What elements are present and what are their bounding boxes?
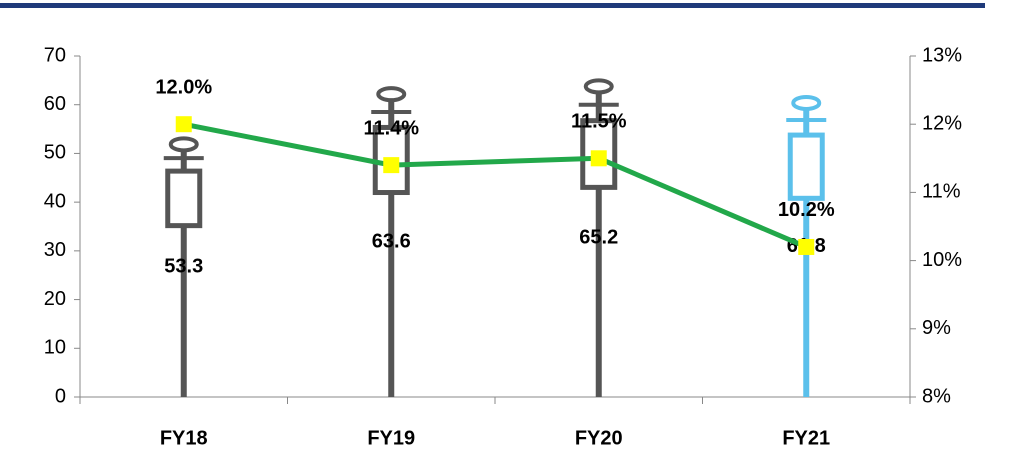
bar-stem xyxy=(388,87,395,398)
y-tick-label: 70 xyxy=(44,44,66,66)
line-value-label: 11.4% xyxy=(363,117,419,139)
line-marker xyxy=(383,157,400,174)
bar xyxy=(163,136,204,398)
bar-ring xyxy=(791,94,822,111)
bar-body xyxy=(787,132,825,201)
y-tick-label: 20 xyxy=(44,288,66,310)
bar-stem xyxy=(595,79,602,397)
bar-ring xyxy=(168,136,199,153)
line-marker xyxy=(590,150,607,167)
y-tick-label: 0 xyxy=(55,385,66,407)
header-rule xyxy=(0,3,985,8)
bar-body xyxy=(165,168,203,229)
y-tick-label: 60 xyxy=(44,93,66,115)
y2-tick-label: 13% xyxy=(922,44,962,66)
y2-tick-label: 11% xyxy=(922,181,961,203)
line-marker xyxy=(798,238,815,255)
bar-value-label: 53.3 xyxy=(164,255,203,277)
x-tick-label: FY18 xyxy=(160,427,208,449)
bar-ring xyxy=(583,78,614,95)
y2-tick-label: 9% xyxy=(922,317,951,339)
y2-tick-label: 12% xyxy=(922,112,962,134)
y-tick-label: 30 xyxy=(44,239,66,261)
y-tick-label: 50 xyxy=(44,142,66,164)
y-tick-label: 10 xyxy=(44,337,66,359)
x-tick-label: FY21 xyxy=(782,427,830,449)
y-tick-label: 40 xyxy=(44,190,66,212)
bar-value-label: 65.2 xyxy=(579,226,618,248)
line xyxy=(183,121,808,250)
line-value-label: 12.0% xyxy=(155,76,212,98)
x-tick-label: FY19 xyxy=(367,427,415,449)
line-value-label: 11.5% xyxy=(571,111,627,133)
line-value-label: 10.2% xyxy=(778,199,835,221)
x-tick-label: FY20 xyxy=(575,427,623,449)
y2-tick-label: 8% xyxy=(922,385,951,407)
bar-value-label: 63.6 xyxy=(372,230,411,252)
line-marker xyxy=(175,116,192,133)
bar-ring xyxy=(376,86,407,103)
bar-stem xyxy=(180,137,187,398)
y2-tick-label: 10% xyxy=(922,249,962,271)
